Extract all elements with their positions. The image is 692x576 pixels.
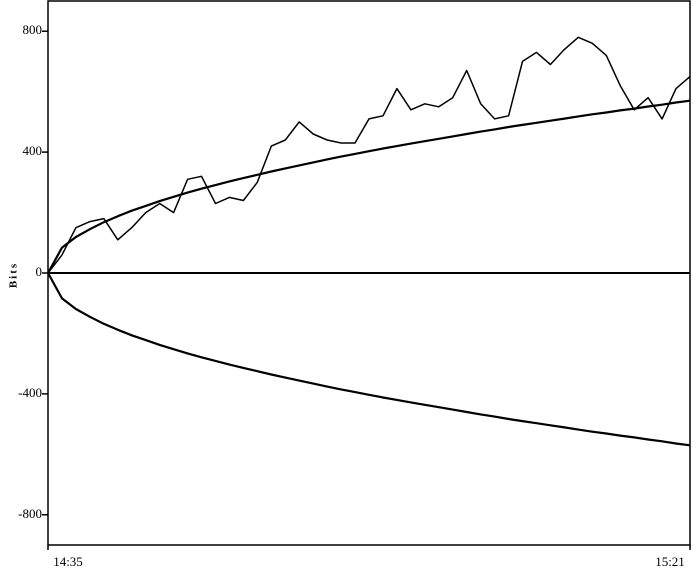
y-tick-label: 800 bbox=[23, 22, 43, 37]
series-line bbox=[47, 272, 691, 447]
series-line bbox=[47, 36, 691, 274]
x-tick-label: 15:21 bbox=[655, 554, 685, 569]
y-tick-label: 0 bbox=[36, 264, 43, 279]
y-tick-label: -800 bbox=[18, 506, 42, 521]
y-axis-label: Bits bbox=[8, 262, 20, 288]
y-tick-label: -400 bbox=[18, 385, 42, 400]
y-tick-label: 400 bbox=[23, 143, 43, 158]
series-line bbox=[47, 99, 691, 274]
x-tick-label: 14:35 bbox=[53, 554, 83, 569]
